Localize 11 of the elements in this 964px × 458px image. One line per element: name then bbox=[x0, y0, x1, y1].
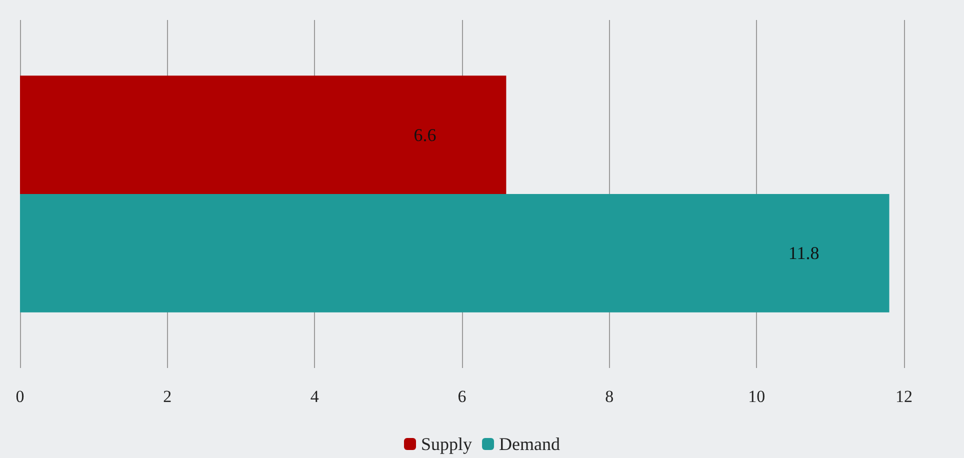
data-label: 11.8 bbox=[788, 243, 820, 264]
x-tick-label: 8 bbox=[605, 387, 614, 406]
legend-label: Demand bbox=[499, 434, 560, 454]
x-tick-label: 6 bbox=[458, 387, 466, 406]
legend-label: Supply bbox=[421, 434, 472, 454]
x-tick-label: 4 bbox=[310, 387, 320, 406]
x-tick-label: 2 bbox=[163, 387, 172, 406]
x-tick-label: 0 bbox=[16, 387, 24, 406]
x-tick-label: 12 bbox=[896, 387, 912, 406]
data-label: 6.6 bbox=[414, 124, 436, 145]
x-tick-label: 10 bbox=[748, 387, 766, 406]
